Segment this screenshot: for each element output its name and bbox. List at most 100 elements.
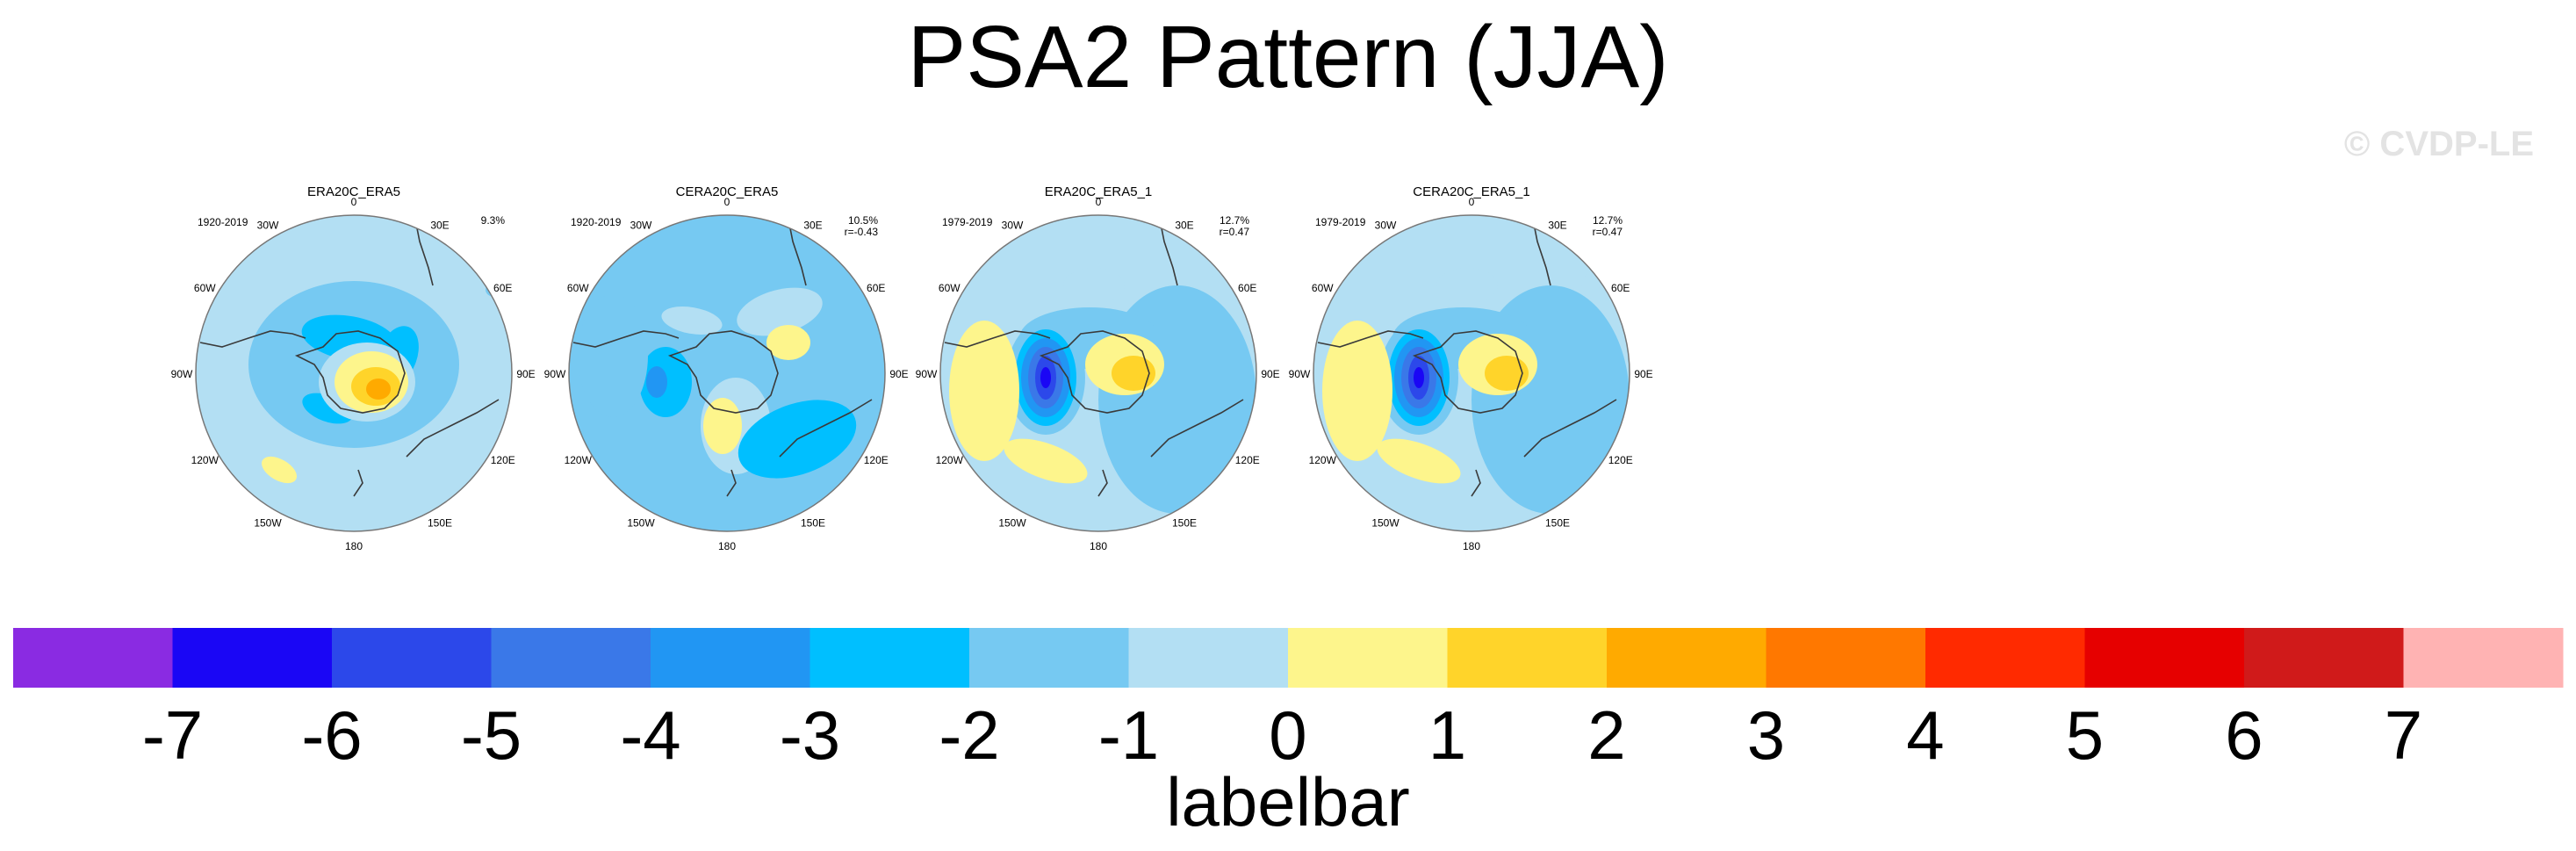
contour-region (1004, 438, 1088, 484)
longitude-label: 90W (544, 368, 566, 380)
longitude-label: 60W (939, 282, 961, 294)
labelbar-swatch (1447, 628, 1608, 688)
contour-region (1436, 268, 1498, 303)
antarctica-coastline (1412, 330, 1523, 414)
labelbar-swatch (969, 628, 1129, 688)
labelbar-title: labelbar (1166, 763, 1410, 840)
period-label: 1979-2019 (942, 216, 993, 228)
labelbar-swatch (13, 628, 173, 688)
longitude-label: 120W (936, 454, 964, 466)
longitude-label: 0 (724, 196, 730, 208)
contour-region (1063, 268, 1125, 303)
map-frame (568, 214, 886, 532)
contour-region (1414, 367, 1424, 388)
africa-coastline (1532, 219, 1551, 286)
longitude-label: 90E (1261, 368, 1279, 380)
antarctica-coastline (667, 330, 779, 414)
labelbar-tick-label: 6 (2225, 696, 2263, 774)
longitude-label: 150E (801, 517, 825, 530)
longitude-label: 30W (1002, 219, 1024, 231)
labelbar-tick-label: -3 (780, 696, 840, 774)
map-frame (939, 214, 1257, 532)
longitude-label: 90W (171, 368, 193, 380)
longitude-label: 180 (1090, 540, 1107, 552)
longitude-label: 60E (1238, 282, 1256, 294)
labelbar-swatch (1925, 628, 2085, 688)
antarctica-coastline (1039, 330, 1150, 414)
labelbar-tick-label: 2 (1587, 696, 1625, 774)
longitude-label: 0 (1469, 196, 1475, 208)
longitude-label: 150E (428, 517, 452, 530)
longitude-label: 30W (257, 219, 279, 231)
labelbar-tick-label: -5 (461, 696, 522, 774)
labelbar-swatch (491, 628, 651, 688)
africa-coastline (1159, 219, 1178, 286)
longitude-label: 120W (1309, 454, 1337, 466)
map-frame (195, 214, 513, 532)
longitude-label: 150E (1172, 517, 1197, 530)
longitude-label: 60E (1611, 282, 1630, 294)
labelbar-swatch (2403, 628, 2564, 688)
variance-percent: 9.3% (481, 214, 506, 227)
contour-region (1377, 438, 1461, 484)
labelbar-swatch (1288, 628, 1448, 688)
contour-region (366, 379, 391, 400)
labelbar-swatch (2084, 628, 2245, 688)
longitude-label: 120E (1235, 454, 1260, 466)
labelbar-swatch (1766, 628, 1926, 688)
south-america-coastline (1317, 330, 1424, 348)
labelbar-tick-label: 3 (1747, 696, 1785, 774)
map-panel-cera20c-era5: 0 30E 60E 90E 120E 150E 180 150W 120W 90W 60W 30W CE… (544, 180, 913, 558)
map-panel-era20c-era5: 0 30E 60E 90E 120E 150E 180 150W 120W 90W 60W 30W ER… (171, 180, 540, 558)
africa-coastline (788, 219, 807, 286)
watermark: © CVDP-LE (2343, 125, 2534, 163)
labelbar-swatch (809, 628, 970, 688)
labelbar-tick-label: 0 (1269, 696, 1306, 774)
labelbar-tick-label: -4 (620, 696, 680, 774)
longitude-label: 60W (1312, 282, 1334, 294)
africa-coastline (414, 219, 434, 286)
period-label: 1979-2019 (1315, 216, 1366, 228)
contour-region (766, 325, 810, 360)
longitude-label: 120E (491, 454, 515, 466)
period-label: 1920-2019 (571, 216, 622, 228)
panel-title: ERA20C_ERA5_1 (1045, 184, 1153, 199)
variance-percent: 12.7% (1220, 214, 1249, 227)
panel-title: CERA20C_ERA5_1 (1413, 184, 1529, 199)
longitude-label: 30E (803, 219, 822, 231)
labelbar-tick-label: 1 (1428, 696, 1466, 774)
longitude-label: 120E (864, 454, 889, 466)
longitude-label: 150W (1371, 517, 1400, 530)
labelbar-tick-label: -2 (939, 696, 999, 774)
contour-region (1485, 356, 1529, 391)
new-zealand-coastline (726, 469, 737, 497)
pattern-correlation: r=0.47 (1593, 226, 1623, 238)
panel-title: ERA20C_ERA5 (307, 184, 400, 199)
longitude-label: 90E (516, 368, 535, 380)
longitude-label: 30W (1375, 219, 1397, 231)
map-frame (1313, 214, 1630, 532)
pattern-correlation: r=0.47 (1220, 226, 1250, 238)
contour-region (661, 307, 723, 335)
labelbar-tick-label: -6 (301, 696, 362, 774)
longitude-label: 90W (916, 368, 938, 380)
contour-region (578, 294, 648, 417)
south-america-coastline (572, 330, 680, 348)
new-zealand-coastline (353, 469, 363, 497)
labelbar-swatch (1128, 628, 1289, 688)
longitude-label: 120W (191, 454, 219, 466)
pattern-correlation: r=-0.43 (845, 226, 879, 238)
contour-region (949, 321, 1019, 461)
variance-percent: 10.5% (848, 214, 878, 227)
longitude-label: 0 (1096, 196, 1102, 208)
new-zealand-coastline (1471, 469, 1481, 497)
longitude-label: 90E (1634, 368, 1652, 380)
labelbar-tick-label: 5 (2066, 696, 2104, 774)
longitude-label: 30E (430, 219, 449, 231)
labelbar-swatch (332, 628, 492, 688)
australia-coastline (1523, 399, 1617, 458)
contour-region (1322, 321, 1392, 461)
longitude-label: 180 (1463, 540, 1480, 552)
longitude-label: 60E (493, 282, 512, 294)
longitude-label: 180 (345, 540, 363, 552)
